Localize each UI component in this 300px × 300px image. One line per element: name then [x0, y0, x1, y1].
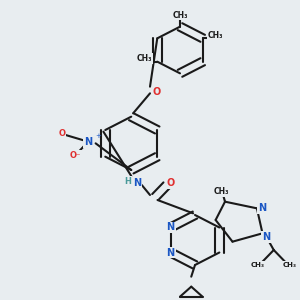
Text: H: H — [124, 176, 131, 185]
Text: CH₃: CH₃ — [214, 187, 229, 196]
Text: N: N — [258, 203, 267, 213]
Text: N: N — [167, 223, 175, 232]
Text: O: O — [58, 129, 65, 138]
Text: O: O — [167, 178, 175, 188]
Text: CH₃: CH₃ — [251, 262, 265, 268]
Text: CH₃: CH₃ — [208, 31, 224, 40]
Text: CH₃: CH₃ — [172, 11, 188, 20]
Text: +: + — [96, 133, 101, 139]
Text: O⁻: O⁻ — [69, 151, 81, 160]
Text: CH₃: CH₃ — [283, 262, 296, 268]
Text: N: N — [84, 137, 92, 147]
Text: N: N — [167, 248, 175, 257]
Text: N: N — [262, 232, 270, 242]
Text: N: N — [133, 178, 141, 188]
Text: CH₃: CH₃ — [136, 54, 152, 63]
Text: O: O — [153, 87, 161, 97]
